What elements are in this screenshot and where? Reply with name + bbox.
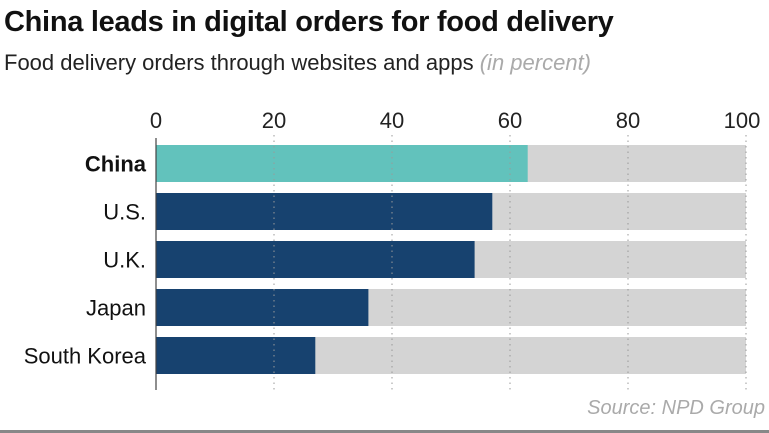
x-tick-label: 20 <box>262 108 286 133</box>
x-tick-label: 100 <box>724 108 761 133</box>
category-label: U.S. <box>103 200 146 225</box>
x-tick-label: 40 <box>380 108 404 133</box>
bottom-rule <box>0 430 769 433</box>
bar-u-s- <box>156 193 493 230</box>
unit-note: (in percent) <box>479 50 592 75</box>
bar-u-k- <box>156 241 475 278</box>
category-label: South Korea <box>24 344 147 369</box>
bar-south-korea <box>156 337 316 374</box>
category-label: China <box>85 152 147 177</box>
x-tick-label: 60 <box>498 108 522 133</box>
chart-title: China leads in digital orders for food d… <box>4 6 614 38</box>
x-tick-label: 80 <box>616 108 640 133</box>
chart-subtitle: Food delivery orders through websites an… <box>4 50 591 76</box>
bar-china <box>156 145 528 182</box>
source-note: Source: NPD Group <box>587 397 765 419</box>
x-tick-label: 0 <box>150 108 162 133</box>
bar-japan <box>156 289 369 326</box>
subtitle-text: Food delivery orders through websites an… <box>4 50 474 75</box>
category-label: U.K. <box>103 248 146 273</box>
category-label: Japan <box>86 296 146 321</box>
